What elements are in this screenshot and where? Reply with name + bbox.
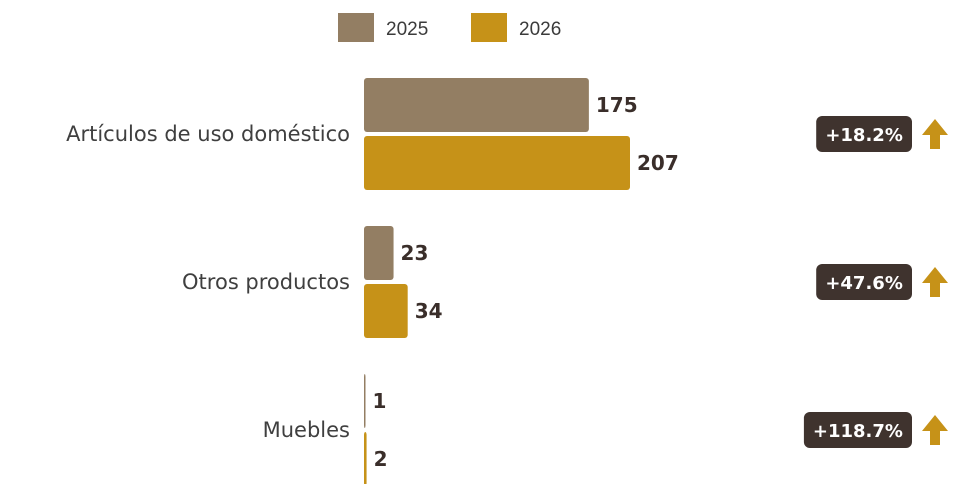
category-label-otros-productos: Otros productos <box>182 270 350 294</box>
change-badge-articulos-de-uso-domestico <box>816 116 912 152</box>
bar-muebles-2026 <box>364 432 367 484</box>
bar-articulos-de-uso-domestico-2025 <box>364 78 589 132</box>
legend-label-2026: 2026 <box>519 19 561 40</box>
bar-otros-productos-2025 <box>364 226 394 280</box>
change-badge-text-muebles: +118.7% <box>813 421 903 442</box>
plot-area: Artículos de uso doméstico 175 207 +18.2% Ot… <box>66 78 948 484</box>
legend-swatch-2026 <box>471 13 507 42</box>
legend: 2025 2026 <box>338 13 561 42</box>
category-label-articulos-de-uso-domestico: Artículos de uso doméstico <box>66 122 350 146</box>
value-label-muebles-2026: 2 <box>374 447 388 471</box>
legend-swatch-2025 <box>338 13 374 42</box>
change-badge-otros-productos <box>816 264 912 300</box>
change-badge-muebles <box>803 412 912 448</box>
legend-label-2025: 2025 <box>386 19 428 40</box>
up-arrow-icon <box>922 415 948 445</box>
bar-otros-productos-2026 <box>364 284 408 338</box>
value-label-articulos-de-uso-domestico-2026: 207 <box>637 151 679 175</box>
up-arrow-icon <box>922 119 948 149</box>
bar-muebles-2025 <box>364 374 366 428</box>
value-label-muebles-2025: 1 <box>373 389 387 413</box>
value-label-articulos-de-uso-domestico-2025: 175 <box>596 93 638 117</box>
value-label-otros-productos-2026: 34 <box>415 299 443 323</box>
value-label-otros-productos-2025: 23 <box>401 241 429 265</box>
up-arrow-icon <box>922 267 948 297</box>
change-badge-text-articulos-de-uso-domestico: +18.2% <box>825 125 903 146</box>
change-badge-text-otros-productos: +47.6% <box>825 273 903 294</box>
bar-articulos-de-uso-domestico-2026 <box>364 136 630 190</box>
category-label-muebles: Muebles <box>263 418 350 442</box>
